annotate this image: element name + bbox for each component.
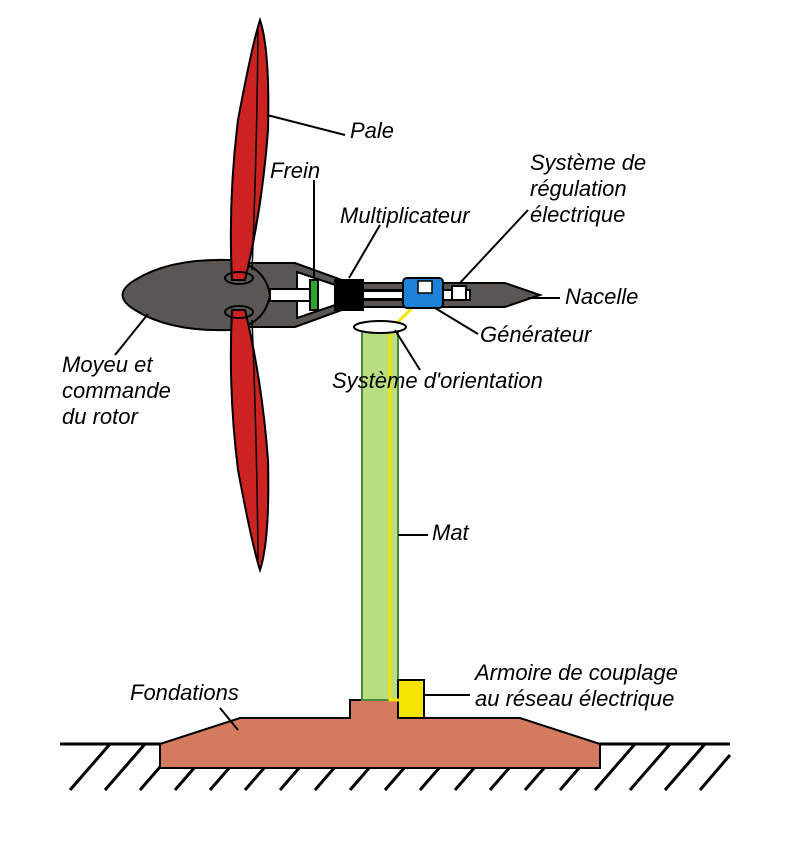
nacelle-label: Nacelle (565, 284, 638, 310)
blade-bottom (231, 310, 268, 570)
orientation-shape (354, 321, 406, 333)
pale-label: Pale (350, 118, 394, 144)
wind-turbine-diagram: Pale Frein Multiplicateur Système de rég… (0, 0, 800, 864)
generateur-label: Générateur (480, 322, 591, 348)
multiplicator-shape (335, 280, 363, 310)
moyeu-label: Moyeu et commande du rotor (62, 352, 171, 430)
systeme-orientation-label: Système d'orientation (332, 368, 543, 394)
diagram-svg (0, 0, 800, 864)
systeme-regulation-label: Système de régulation électrique (530, 150, 646, 228)
multiplicateur-label: Multiplicateur (340, 203, 470, 229)
blade-top (231, 20, 268, 280)
regulator-shape (452, 286, 466, 300)
armoire-label: Armoire de couplage au réseau électrique (475, 660, 678, 712)
frein-label: Frein (270, 158, 320, 184)
leader-lines (115, 115, 560, 730)
brake-shape (310, 280, 318, 310)
mat-label: Mat (432, 520, 469, 546)
fondations-label: Fondations (130, 680, 239, 706)
